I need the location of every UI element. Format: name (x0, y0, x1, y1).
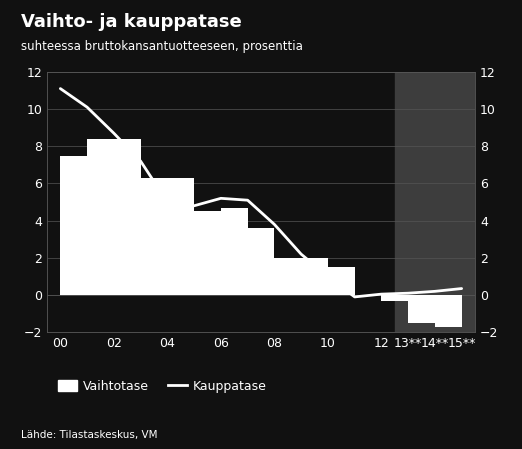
Bar (435, 295, 461, 327)
Bar (408, 295, 435, 323)
Text: suhteessa bruttokansantuotteeseen, prosenttia: suhteessa bruttokansantuotteeseen, prose… (21, 40, 303, 53)
Bar (194, 211, 221, 295)
Bar (275, 258, 301, 295)
Bar (395, 72, 475, 332)
Bar (221, 207, 247, 295)
Text: Vaihto- ja kauppatase: Vaihto- ja kauppatase (21, 13, 242, 31)
Bar (168, 178, 194, 295)
Bar (61, 155, 87, 295)
Legend: Vaihtotase, Kauppatase: Vaihtotase, Kauppatase (53, 375, 272, 398)
Bar (328, 267, 354, 295)
Bar (301, 258, 328, 295)
Bar (247, 228, 275, 295)
Text: Lähde: Tilastaskeskus, VM: Lähde: Tilastaskeskus, VM (21, 430, 157, 440)
Bar (382, 295, 408, 301)
Bar (114, 139, 140, 295)
Bar (87, 139, 114, 295)
Bar (140, 178, 168, 295)
